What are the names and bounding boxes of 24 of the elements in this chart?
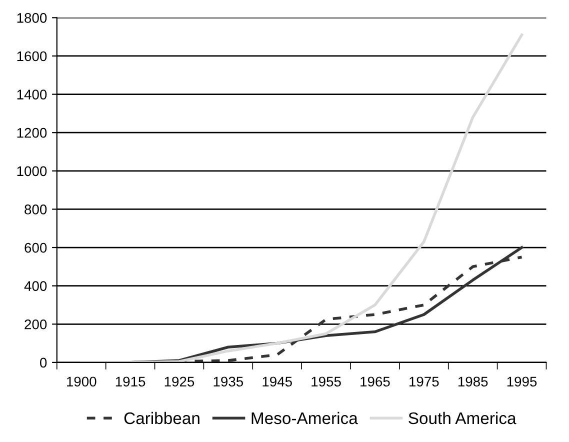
x-tick-label: 1945 bbox=[262, 376, 292, 387]
x-tick-label: 1900 bbox=[66, 376, 96, 387]
legend-label: South America bbox=[408, 412, 516, 424]
x-tick-label: 1985 bbox=[458, 376, 488, 387]
x-tick-label: 1935 bbox=[214, 376, 244, 387]
y-tick-label: 1600 bbox=[17, 51, 47, 62]
y-tick-label: 800 bbox=[24, 204, 47, 214]
y-tick-label: 1000 bbox=[17, 166, 47, 176]
y-tick-label: 200 bbox=[24, 319, 47, 330]
x-tick-label: 1955 bbox=[312, 376, 341, 387]
legend-label: Caribbean bbox=[124, 412, 200, 424]
x-tick-label: 1995 bbox=[507, 376, 537, 387]
x-tick-label: 1915 bbox=[116, 376, 146, 387]
y-tick-label: 1800 bbox=[17, 13, 47, 23]
x-tick-label: 1965 bbox=[360, 376, 390, 387]
y-tick-label: 1400 bbox=[17, 90, 47, 100]
y-tick-label: 400 bbox=[24, 281, 47, 291]
y-tick-label: 0 bbox=[40, 358, 47, 368]
x-tick-label: 1975 bbox=[410, 376, 439, 387]
x-tick-label: 1925 bbox=[164, 376, 194, 387]
line-series bbox=[80, 34, 524, 362]
legend-label: Meso-America bbox=[252, 412, 358, 424]
y-tick-label: 1200 bbox=[17, 128, 47, 138]
y-tick-label: 600 bbox=[24, 242, 47, 253]
